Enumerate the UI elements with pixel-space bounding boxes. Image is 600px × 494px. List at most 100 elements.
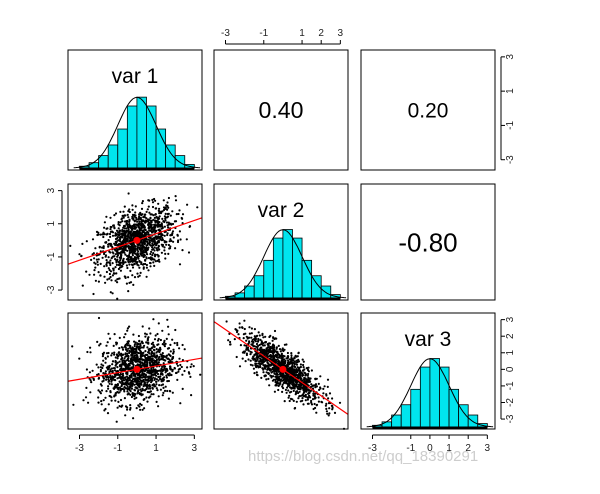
scatter-point <box>149 219 152 222</box>
correlation-1-2: 0.40 <box>259 97 304 123</box>
scatter-point <box>120 218 123 221</box>
scatter-point <box>251 338 254 341</box>
scatter-point <box>141 393 144 396</box>
scatter-point <box>286 355 290 358</box>
scatter-point <box>225 320 228 323</box>
scatter-point <box>165 356 168 359</box>
scatter-point <box>100 384 103 387</box>
scatter-point <box>143 242 146 245</box>
scatter-point <box>256 334 259 337</box>
scatter-point <box>327 397 330 400</box>
scatter-point <box>124 214 127 217</box>
scatter-point <box>105 344 108 347</box>
scatter-point <box>243 319 246 322</box>
scatter-point <box>304 399 307 402</box>
scatter-point <box>127 379 130 382</box>
scatter-point <box>237 333 240 336</box>
scatter-point <box>168 247 171 250</box>
scatter-point <box>310 401 313 404</box>
scatter-point <box>179 363 182 367</box>
scatter-point <box>145 251 148 254</box>
scatter-point <box>123 275 126 278</box>
scatter-point <box>116 249 119 252</box>
scatter-point <box>295 381 299 384</box>
scatter-point <box>276 358 279 361</box>
scatter-point <box>111 369 114 373</box>
scatter-point <box>183 369 186 373</box>
scatter-point <box>148 199 151 202</box>
scatter-point <box>112 367 115 370</box>
scatter-point <box>169 343 172 346</box>
scatter-point <box>149 265 152 268</box>
scatter-point <box>267 364 271 367</box>
scatter-point <box>159 235 162 238</box>
scatter-point <box>169 367 172 370</box>
scatter-point <box>128 263 131 266</box>
scatter-point <box>178 357 181 360</box>
scatter-point <box>171 358 174 361</box>
scatter-point <box>123 240 126 243</box>
scatter-point <box>304 395 307 398</box>
scatter-point <box>181 359 184 362</box>
scatter-point <box>274 370 277 373</box>
hist-bar <box>381 421 393 428</box>
scatter-point <box>259 347 262 350</box>
scatter-point <box>109 395 112 398</box>
scatter-point <box>127 377 130 380</box>
scatter-point <box>257 365 260 368</box>
scatter-point <box>306 402 309 405</box>
scatter-point <box>150 381 153 384</box>
scatter-point <box>185 238 188 241</box>
scatter-point <box>245 353 248 357</box>
scatter-point <box>307 389 310 392</box>
scatter-point <box>121 379 124 382</box>
density-curve <box>366 358 494 428</box>
scatter-point <box>159 238 162 241</box>
scatter-point <box>147 341 150 344</box>
scatter-point <box>107 245 110 248</box>
mean-point <box>133 365 141 373</box>
scatter-point <box>141 358 144 361</box>
scatter-point <box>163 339 166 342</box>
scatter-point <box>153 349 156 352</box>
scatter-point <box>147 387 150 390</box>
scatter-point <box>243 327 246 331</box>
scatter-point <box>141 341 144 344</box>
scatter-point <box>188 372 191 375</box>
scatter-point <box>133 227 136 230</box>
scatter-point <box>119 257 122 260</box>
scatter-point <box>277 344 280 347</box>
scatter-point <box>136 230 139 233</box>
scatter-point <box>163 240 166 243</box>
scatter-point <box>161 217 164 220</box>
scatter-point <box>302 392 305 395</box>
scatter-point <box>172 236 175 239</box>
scatter-point <box>131 226 134 230</box>
scatter-point <box>248 326 251 329</box>
scatter-point <box>170 223 173 226</box>
scatter-point <box>102 235 105 239</box>
scatter-point <box>131 384 134 387</box>
scatter-point <box>131 263 134 267</box>
scatter-point <box>125 240 128 243</box>
scatter-point <box>118 386 121 389</box>
scatter-point <box>241 351 244 354</box>
scatter-point <box>139 249 143 253</box>
scatter-point <box>107 403 110 406</box>
scatter-point <box>301 372 304 375</box>
scatter-point <box>293 387 296 390</box>
scatter-point <box>99 250 102 253</box>
scatter-point <box>142 219 145 222</box>
scatter-point <box>133 343 136 346</box>
scatter-point <box>131 249 134 252</box>
scatter-point <box>153 355 156 358</box>
scatter-point <box>162 362 165 365</box>
scatter-point <box>153 240 156 243</box>
scatter-point <box>268 342 271 345</box>
scatter-point <box>152 343 155 347</box>
scatter-point <box>302 360 305 363</box>
scatter-point <box>269 374 272 377</box>
scatter-point <box>154 385 157 388</box>
scatter-point <box>295 361 298 364</box>
tick-label: -1 <box>505 121 516 130</box>
